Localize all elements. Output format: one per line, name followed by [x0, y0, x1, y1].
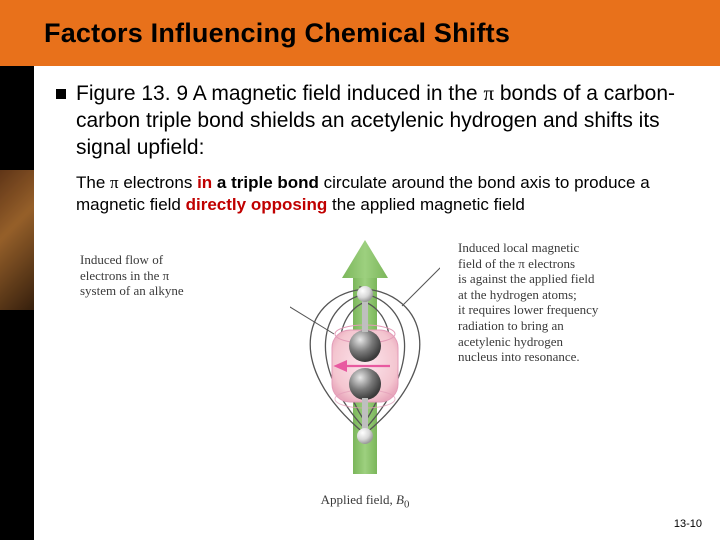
right-caption-text: Induced local magneticfield of the π ele…: [458, 240, 598, 364]
diagram: [290, 234, 440, 514]
leader-right: [402, 250, 440, 306]
diagram-svg: [290, 234, 440, 494]
sub-text: The π electrons in a triple bond circula…: [76, 172, 696, 216]
s8: the applied magnetic field: [327, 195, 525, 214]
carbon-bottom: [349, 368, 381, 400]
left-sidebar: [0, 0, 34, 540]
h-bottom: [357, 428, 373, 444]
bullet-pre: Figure 13. 9 A magnetic field induced in…: [76, 82, 483, 105]
bullet-square-icon: [56, 89, 66, 99]
pi-symbol-2: π: [110, 173, 119, 192]
s3: in: [197, 173, 212, 192]
bullet-text: Figure 13. 9 A magnetic field induced in…: [76, 80, 696, 162]
sidebar-texture: [0, 170, 34, 310]
left-caption-text: Induced flow ofelectrons in the πsystem …: [80, 252, 184, 298]
right-caption: Induced local magneticfield of the π ele…: [458, 240, 648, 365]
s7: directly opposing: [186, 195, 328, 214]
bullet-row: Figure 13. 9 A magnetic field induced in…: [56, 80, 696, 162]
title-bar: Factors Influencing Chemical Shifts: [0, 0, 720, 66]
h-top: [357, 286, 373, 302]
s5: a triple bond: [217, 173, 319, 192]
figure-area: Induced flow ofelectrons in the πsystem …: [80, 234, 640, 514]
slide: Factors Influencing Chemical Shifts Figu…: [0, 0, 720, 540]
body-area: Figure 13. 9 A magnetic field induced in…: [56, 80, 696, 216]
pi-symbol: π: [483, 81, 494, 105]
s1: The: [76, 173, 110, 192]
left-caption: Induced flow ofelectrons in the πsystem …: [80, 252, 220, 299]
s2: electrons: [119, 173, 197, 192]
leader-left: [290, 264, 334, 334]
slide-title: Factors Influencing Chemical Shifts: [44, 18, 510, 49]
carbon-top: [349, 330, 381, 362]
slide-number: 13-10: [674, 518, 702, 530]
